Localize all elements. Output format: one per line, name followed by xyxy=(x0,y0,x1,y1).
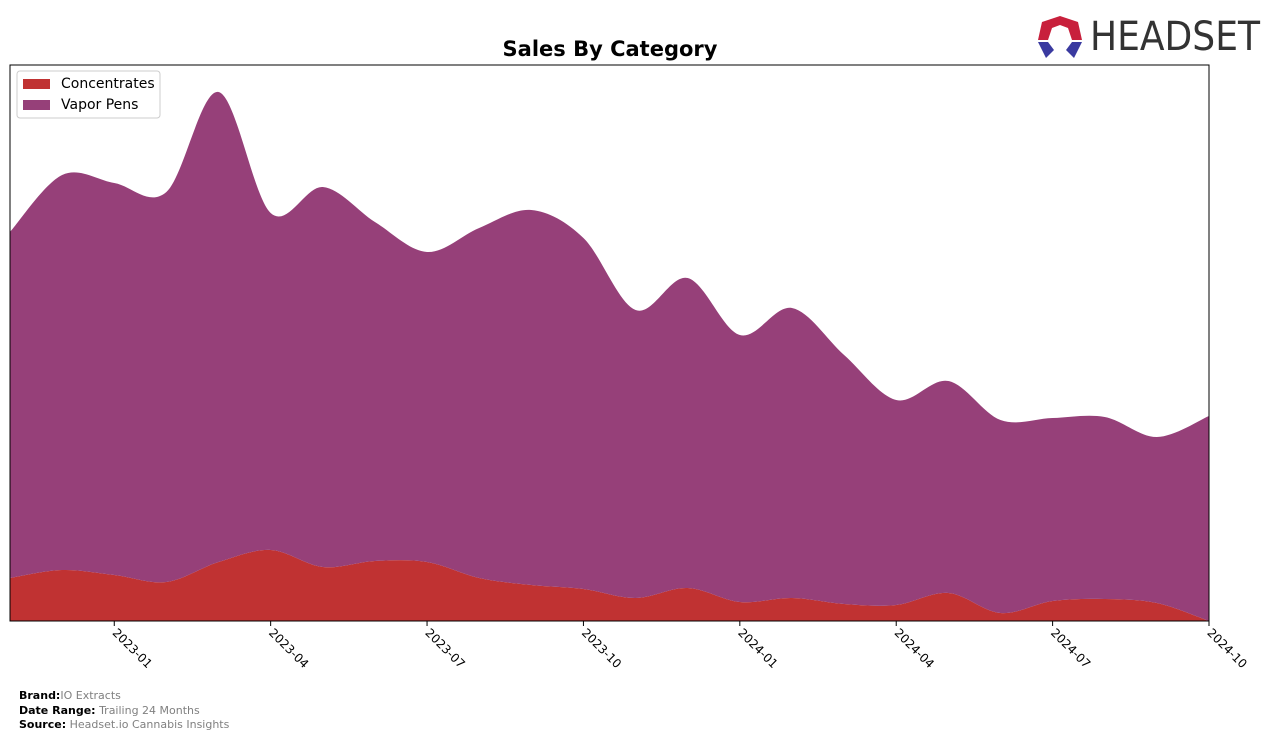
area xyxy=(10,549,1209,621)
x-tick-label: 2023-04 xyxy=(266,626,311,671)
footer: Brand:IO Extracts Date Range: Trailing 2… xyxy=(19,689,230,731)
legend-swatch xyxy=(23,79,50,89)
logo: HEADSET xyxy=(1038,14,1260,60)
logo-mark xyxy=(1066,42,1082,58)
footer-label: Brand: xyxy=(19,689,60,702)
logo-text: HEADSET xyxy=(1090,14,1260,60)
legend-swatch xyxy=(23,100,50,110)
legend-box xyxy=(16,70,161,119)
footer-value: IO Extracts xyxy=(60,689,121,702)
x-tick-label: 2024-10 xyxy=(1204,626,1249,671)
area xyxy=(10,91,1209,621)
x-tick-label: 2023-10 xyxy=(579,626,624,671)
x-tick-label: 2023-01 xyxy=(110,626,155,671)
x-tick-label: 2023-07 xyxy=(422,626,467,671)
svg-text:Date Range: Trailing 24 Months: Date Range: Trailing 24 Months xyxy=(19,704,200,717)
logo-mark xyxy=(1038,16,1082,40)
plot-frame xyxy=(9,64,1210,622)
x-tick-label: 2024-01 xyxy=(735,626,780,671)
svg-text:Source: Headset.io Cannabis In: Source: Headset.io Cannabis Insights xyxy=(19,718,230,731)
legend-label: Vapor Pens xyxy=(61,97,138,113)
x-tick-label: 2024-04 xyxy=(892,626,937,671)
legend-label: Concentrates xyxy=(61,76,155,92)
footer-label: Date Range: xyxy=(19,704,96,717)
chart-title: Sales By Category xyxy=(503,37,718,61)
footer-label: Source: xyxy=(19,718,66,731)
logo-mark xyxy=(1038,42,1054,58)
x-tick-label: 2024-07 xyxy=(1048,626,1093,671)
legend: Concentrates Vapor Pens xyxy=(16,70,161,119)
svg-text:Brand:IO Extracts: Brand:IO Extracts xyxy=(19,689,121,702)
footer-value: Trailing 24 Months xyxy=(98,704,200,717)
footer-value: Headset.io Cannabis Insights xyxy=(70,718,230,731)
